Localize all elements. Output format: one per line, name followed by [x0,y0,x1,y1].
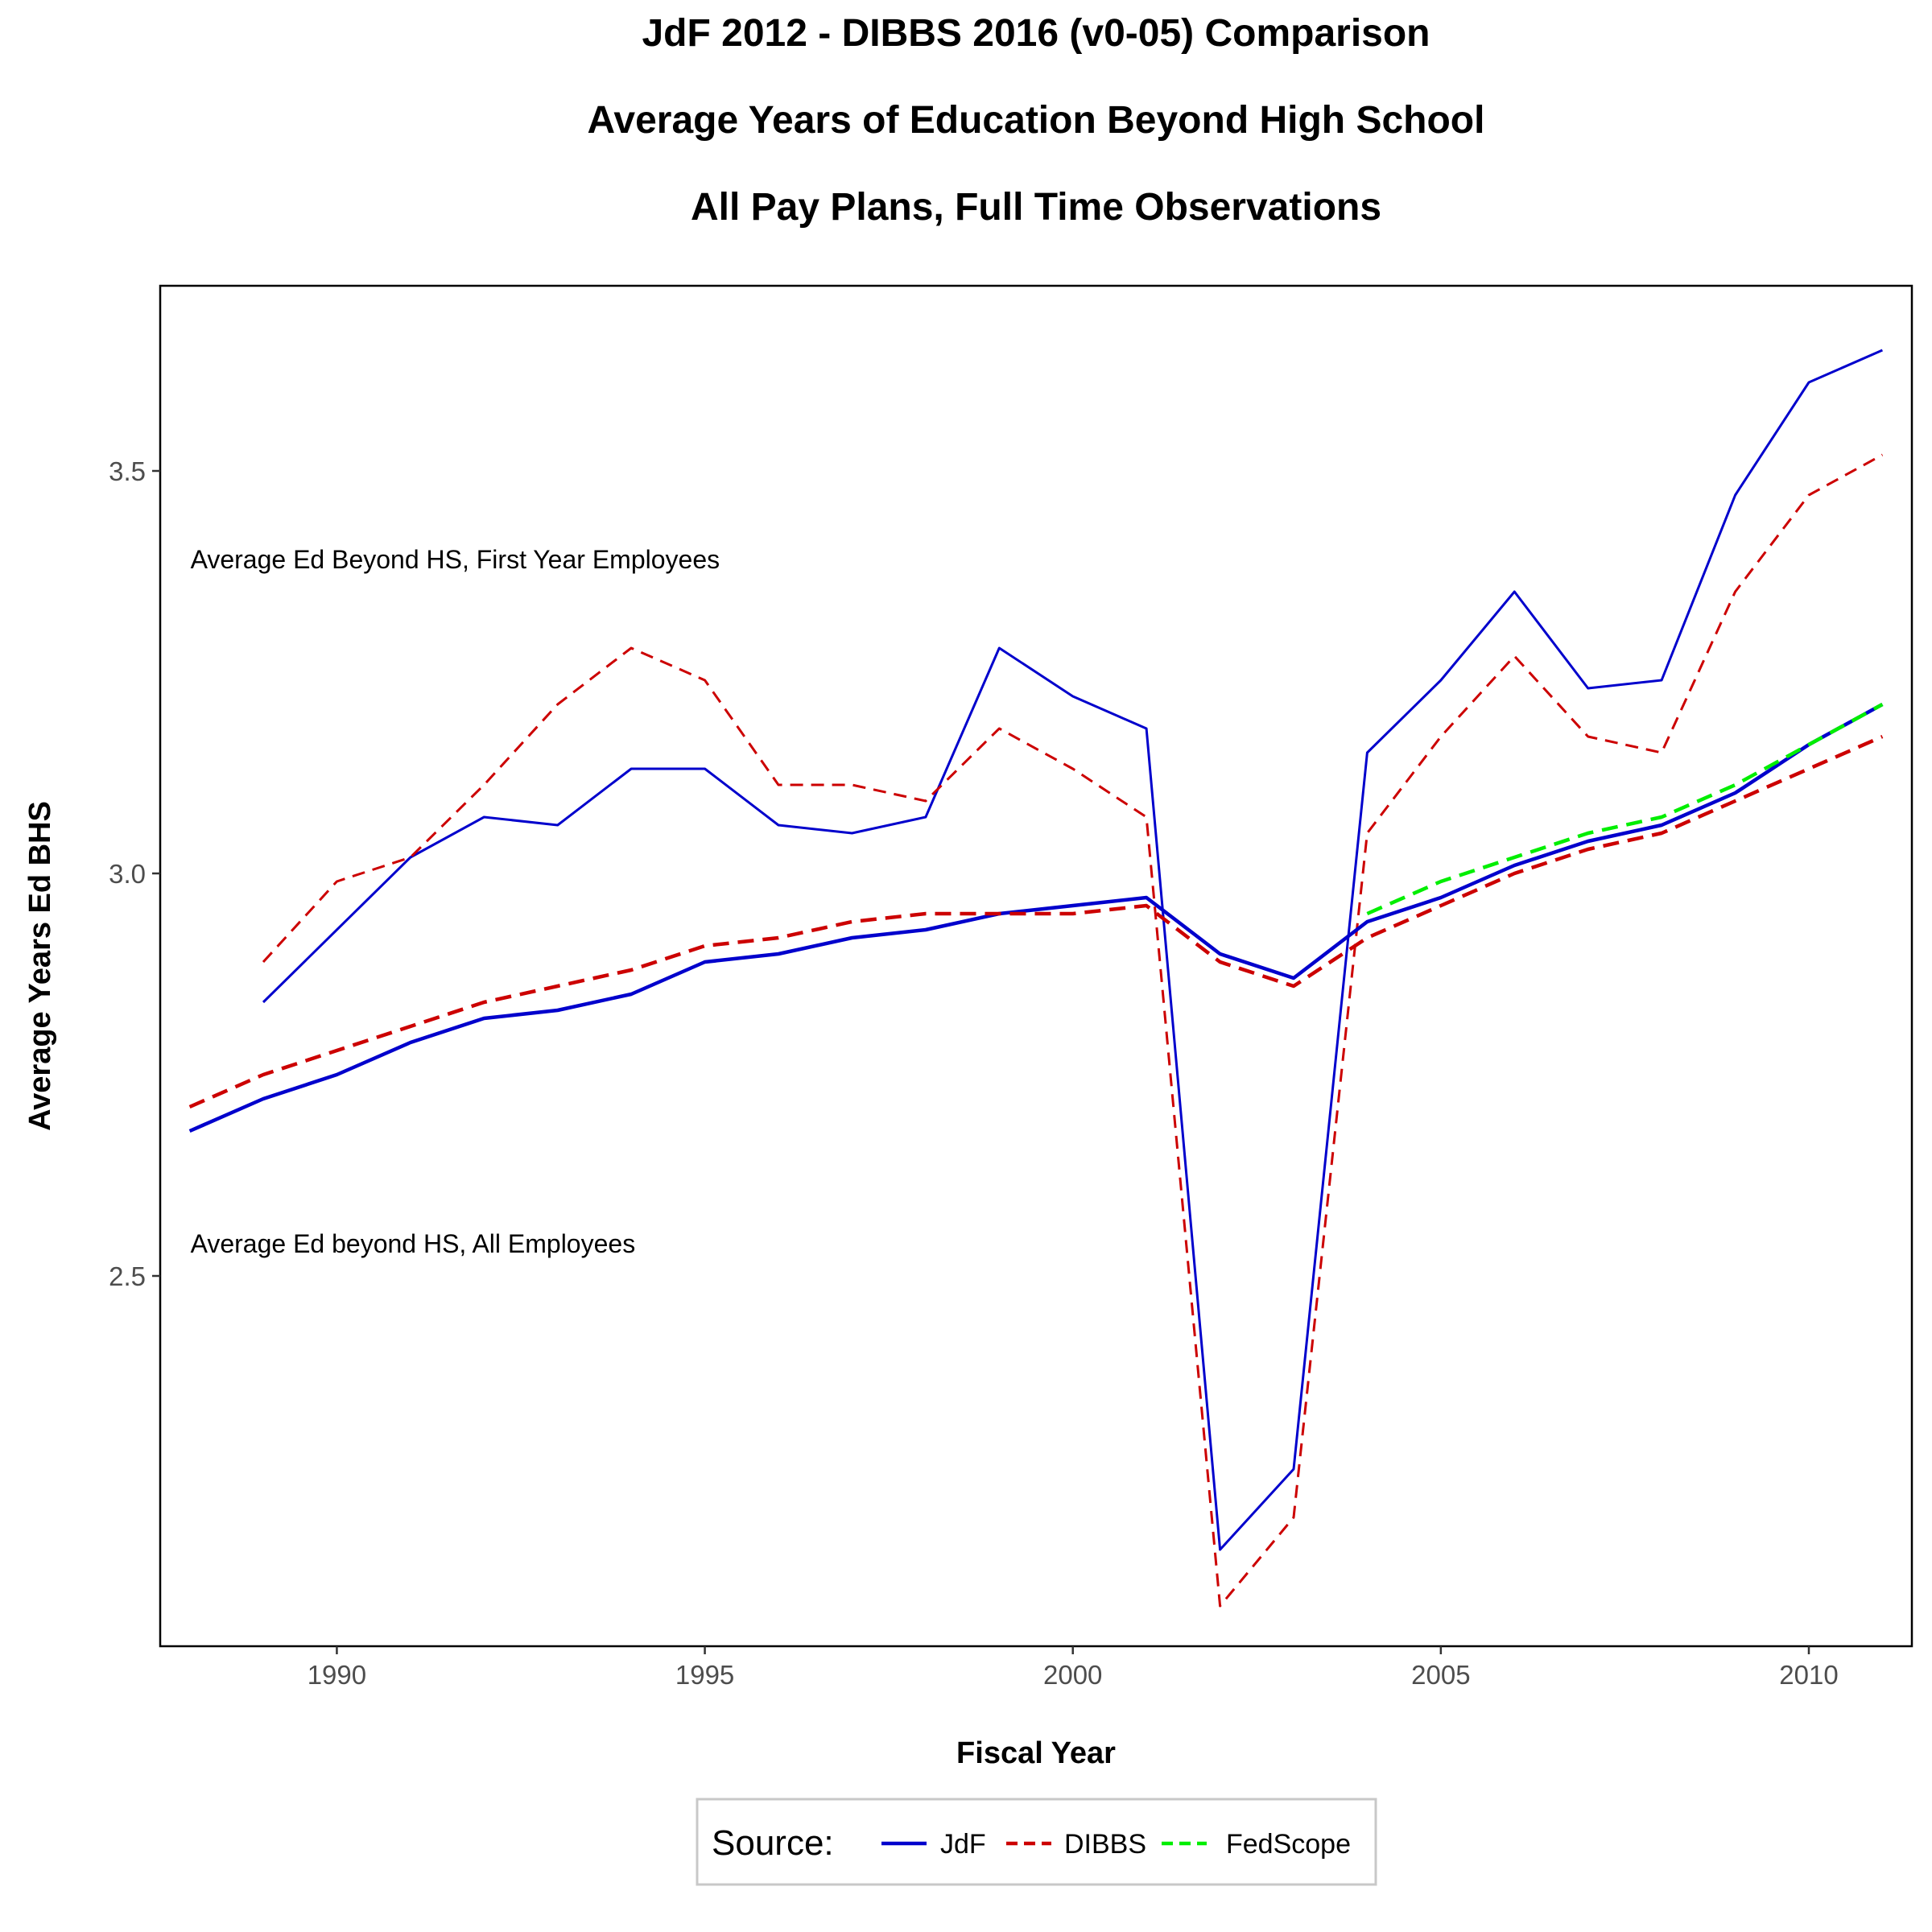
legend-label-jdf: JdF [940,1829,986,1860]
x-tick-label: 1995 [675,1660,734,1690]
chart-subtitle: Average Years of Education Beyond High S… [588,99,1485,142]
chart-subtitle-2: All Pay Plans, Full Time Observations [691,186,1381,229]
x-axis-title: Fiscal Year [956,1736,1116,1770]
series-line-dibbs-first-year [262,453,1884,1608]
y-tick-label: 3.5 [109,456,146,486]
y-tick-label: 2.5 [109,1261,146,1291]
series-layer [188,349,1884,1608]
series-line-jdf-first-year [262,349,1884,1551]
legend-label-dibbs: DIBBS [1064,1829,1146,1860]
chart-title: JdF 2012 - DIBBS 2016 (v0-05) Comparison [642,12,1430,55]
annotation-text: Average Ed Beyond HS, First Year Employe… [191,545,720,574]
plot-panel [159,284,1913,1648]
y-axis: 2.5 3.0 3.5 [109,456,160,1291]
legend-title: Source: [712,1823,834,1863]
legend-box [696,1798,1377,1886]
x-tick-label: 2000 [1043,1660,1102,1690]
x-tick-label: 2010 [1779,1660,1838,1690]
legend-entries: JdF DIBBS FedScope [881,1829,1351,1860]
y-tick-label: 3.0 [109,859,146,889]
annotation-text: Average Ed beyond HS, All Employees [191,1229,636,1258]
legend: Source: JdF DIBBS FedScope [696,1798,1377,1886]
series-line-dibbs-all [188,734,1884,1109]
x-tick-label: 2005 [1411,1660,1470,1690]
series-line-fedscope-all [1366,703,1884,916]
x-tick-label: 1990 [308,1660,366,1690]
annotation-layer: Average Ed Beyond HS, First Year Employe… [191,545,720,1258]
legend-label-fedscope: FedScope [1226,1829,1351,1860]
series-line-jdf-all [188,703,1884,1133]
y-axis-title: Average Years Ed BHS [23,801,57,1131]
x-axis: 1990 1995 2000 2005 2010 [308,1646,1839,1690]
